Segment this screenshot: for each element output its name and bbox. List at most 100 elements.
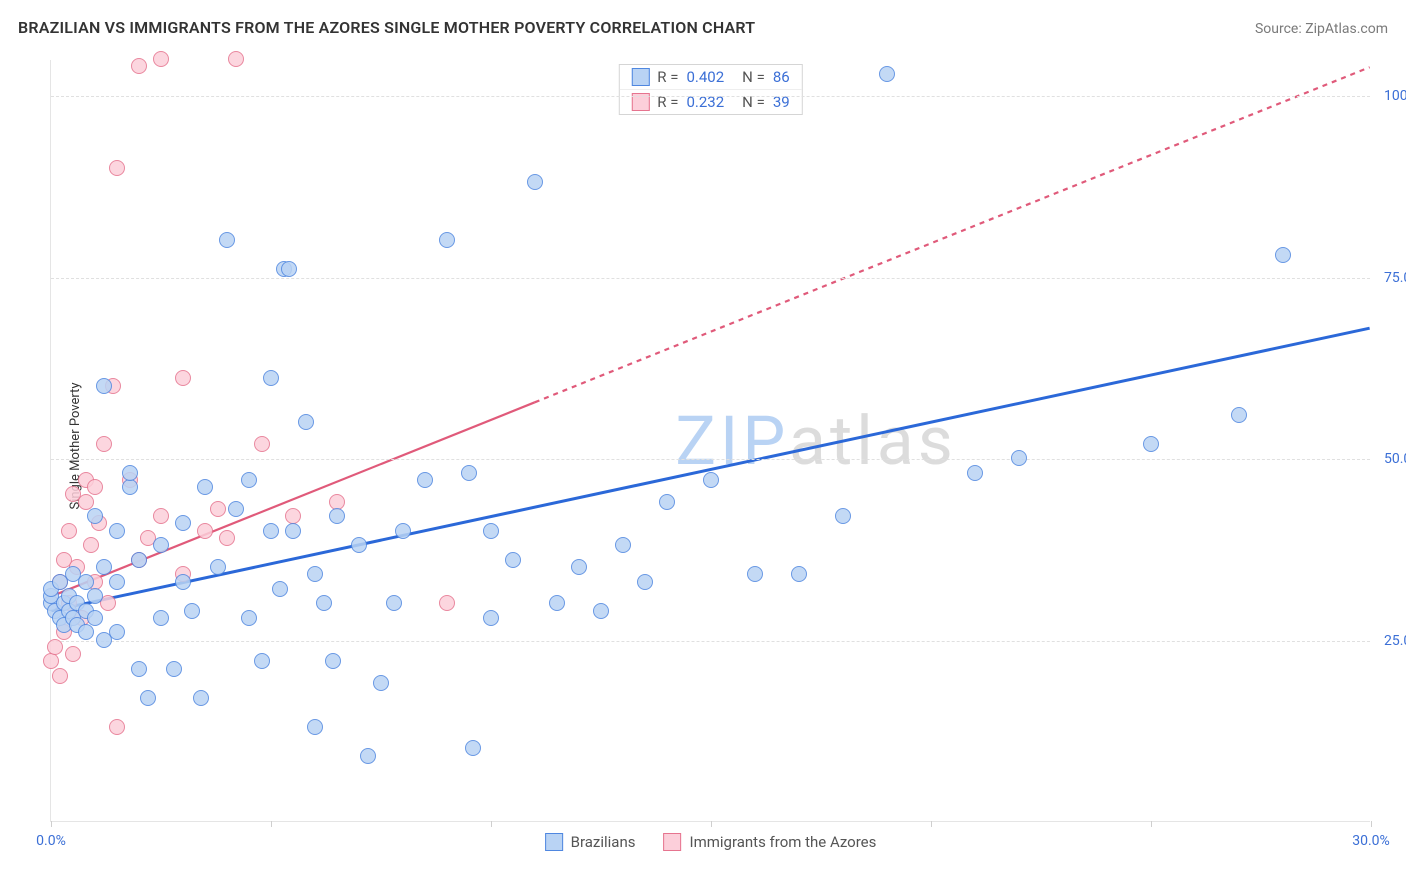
gridline <box>51 459 1370 460</box>
data-point-azores <box>43 653 59 669</box>
data-point-brazilians <box>791 566 807 582</box>
data-point-azores <box>52 668 68 684</box>
x-tick <box>931 821 932 827</box>
data-point-azores <box>109 160 125 176</box>
data-point-azores <box>175 370 191 386</box>
data-point-brazilians <box>122 479 138 495</box>
data-point-brazilians <box>153 610 169 626</box>
stats-n-value-brazilians: 86 <box>773 68 790 86</box>
data-point-brazilians <box>307 566 323 582</box>
swatch-brazilians <box>631 68 649 86</box>
swatch-azores <box>663 833 681 851</box>
y-tick-label: 25.0% <box>1374 633 1406 649</box>
data-point-brazilians <box>263 370 279 386</box>
data-point-brazilians <box>329 508 345 524</box>
data-point-brazilians <box>747 566 763 582</box>
data-point-brazilians <box>109 523 125 539</box>
data-point-azores <box>153 508 169 524</box>
data-point-brazilians <box>78 624 94 640</box>
y-tick-label: 75.0% <box>1374 270 1406 286</box>
data-point-brazilians <box>122 465 138 481</box>
data-point-brazilians <box>461 465 477 481</box>
data-point-azores <box>228 51 244 67</box>
stats-r-label: R = <box>657 68 678 86</box>
x-tick <box>1371 821 1372 827</box>
data-point-brazilians <box>307 719 323 735</box>
data-point-brazilians <box>1231 407 1247 423</box>
data-point-brazilians <box>184 603 200 619</box>
data-point-brazilians <box>281 261 297 277</box>
data-point-brazilians <box>175 574 191 590</box>
data-point-brazilians <box>131 552 147 568</box>
series-legend: Brazilians Immigrants from the Azores <box>545 833 877 851</box>
data-point-brazilians <box>87 588 103 604</box>
stats-r-value-brazilians: 0.402 <box>686 68 724 86</box>
data-point-brazilians <box>109 624 125 640</box>
legend-item-azores: Immigrants from the Azores <box>663 833 876 851</box>
data-point-brazilians <box>593 603 609 619</box>
data-point-brazilians <box>386 595 402 611</box>
trend-line <box>51 402 534 596</box>
data-point-brazilians <box>193 690 209 706</box>
x-tick <box>491 821 492 827</box>
data-point-brazilians <box>417 472 433 488</box>
data-point-brazilians <box>703 472 719 488</box>
data-point-brazilians <box>219 232 235 248</box>
trend-line <box>535 67 1370 402</box>
data-point-brazilians <box>87 610 103 626</box>
legend-item-brazilians: Brazilians <box>545 833 636 851</box>
stats-row-azores: R = 0.232 N = 39 <box>619 89 801 114</box>
data-point-brazilians <box>166 661 182 677</box>
data-point-brazilians <box>1143 436 1159 452</box>
data-point-brazilians <box>228 501 244 517</box>
stats-row-brazilians: R = 0.402 N = 86 <box>619 65 801 89</box>
data-point-azores <box>65 646 81 662</box>
data-point-brazilians <box>637 574 653 590</box>
gridline <box>51 641 1370 642</box>
data-point-azores <box>78 494 94 510</box>
data-point-brazilians <box>325 653 341 669</box>
data-point-brazilians <box>465 740 481 756</box>
y-tick-label: 100.0% <box>1374 88 1406 104</box>
data-point-brazilians <box>131 661 147 677</box>
data-point-brazilians <box>298 414 314 430</box>
data-point-brazilians <box>96 378 112 394</box>
chart-header: BRAZILIAN VS IMMIGRANTS FROM THE AZORES … <box>18 18 1388 37</box>
data-point-azores <box>439 595 455 611</box>
data-point-brazilians <box>967 465 983 481</box>
x-tick-label: 30.0% <box>1352 833 1390 849</box>
data-point-brazilians <box>1011 450 1027 466</box>
data-point-azores <box>109 719 125 735</box>
data-point-azores <box>254 436 270 452</box>
data-point-azores <box>153 51 169 67</box>
x-tick <box>271 821 272 827</box>
data-point-brazilians <box>96 559 112 575</box>
stats-n-label: N = <box>742 68 765 86</box>
data-point-azores <box>219 530 235 546</box>
gridline <box>51 96 1370 97</box>
data-point-brazilians <box>571 559 587 575</box>
plot-area: ZIPatlas R = 0.402 N = 86 R = 0.232 N = … <box>50 60 1370 822</box>
data-point-brazilians <box>140 690 156 706</box>
swatch-brazilians <box>545 833 563 851</box>
chart-source: Source: ZipAtlas.com <box>1255 21 1388 37</box>
data-point-brazilians <box>439 232 455 248</box>
data-point-brazilians <box>210 559 226 575</box>
data-point-brazilians <box>835 508 851 524</box>
data-point-brazilians <box>109 574 125 590</box>
chart-title: BRAZILIAN VS IMMIGRANTS FROM THE AZORES … <box>18 18 755 37</box>
data-point-brazilians <box>241 472 257 488</box>
gridline <box>51 278 1370 279</box>
y-tick-label: 50.0% <box>1374 451 1406 467</box>
data-point-brazilians <box>272 581 288 597</box>
data-point-brazilians <box>175 515 191 531</box>
data-point-brazilians <box>285 523 301 539</box>
data-point-brazilians <box>527 174 543 190</box>
x-tick <box>711 821 712 827</box>
x-tick <box>51 821 52 827</box>
data-point-brazilians <box>373 675 389 691</box>
x-tick <box>1151 821 1152 827</box>
data-point-brazilians <box>1275 247 1291 263</box>
data-point-brazilians <box>351 537 367 553</box>
data-point-brazilians <box>87 508 103 524</box>
